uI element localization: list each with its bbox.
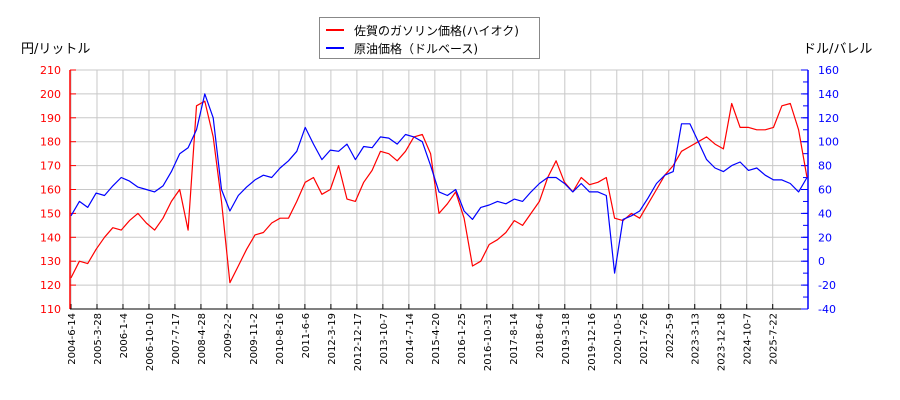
right-tick-label: 40	[818, 207, 832, 220]
x-tick-label: 2015-4-20	[431, 313, 442, 365]
x-tick-label: 2023-12-18	[717, 313, 728, 371]
left-tick-label: 190	[40, 112, 61, 125]
x-tick-label: 2005-3-28	[93, 313, 104, 365]
x-tick-label: 2016-1-25	[457, 313, 468, 365]
right-tick-label: 0	[818, 255, 825, 268]
x-tick-label: 2023-3-13	[691, 313, 702, 365]
left-tick-label: 210	[40, 64, 61, 77]
right-tick-label: 80	[818, 160, 832, 173]
x-tick-label: 2009-2-2	[223, 313, 234, 358]
x-tick-label: 2021-7-26	[639, 313, 650, 365]
x-tick-label: 2012-3-19	[327, 313, 338, 365]
right-tick-label: 100	[818, 136, 839, 149]
right-tick-label: 160	[818, 64, 839, 77]
left-tick-label: 140	[40, 231, 61, 244]
left-tick-label: 120	[40, 279, 61, 292]
left-tick-label: 160	[40, 184, 61, 197]
x-tick-label: 2019-3-18	[561, 313, 572, 365]
legend-swatch-red	[326, 29, 344, 31]
x-tick-label: 2018-6-4	[535, 313, 546, 358]
x-tick-label: 2004-6-14	[67, 313, 78, 365]
x-tick-label: 2025-7-22	[769, 313, 780, 365]
x-tick-label: 2012-12-17	[353, 313, 364, 371]
left-tick-label: 150	[40, 207, 61, 220]
x-tick-label: 2010-8-16	[275, 313, 286, 365]
legend-item-crude: 原油価格（ドルベース)	[326, 39, 478, 57]
left-tick-label: 180	[40, 136, 61, 149]
legend-label-gasoline: 佐賀のガソリン価格(ハイオク)	[354, 23, 519, 38]
x-tick-label: 2007-7-17	[171, 313, 182, 365]
x-tick-label: 2024-10-7	[743, 313, 754, 365]
left-tick-label: 110	[40, 303, 61, 316]
x-tick-label: 2011-6-6	[301, 313, 312, 358]
right-tick-label: 60	[818, 184, 832, 197]
x-tick-label: 2013-10-7	[379, 313, 390, 365]
legend-label-crude: 原油価格（ドルベース)	[354, 41, 479, 56]
left-tick-label: 170	[40, 160, 61, 173]
crude-oil-price-line	[70, 93, 808, 274]
x-tick-label: 2006-10-10	[145, 313, 156, 371]
right-tick-label: -20	[818, 279, 836, 292]
right-tick-label: 140	[818, 88, 839, 101]
x-tick-label: 2006-1-4	[119, 313, 130, 358]
left-tick-label: 130	[40, 255, 61, 268]
right-axis-title: ドル/バレル	[803, 42, 873, 57]
x-tick-label: 2014-7-14	[405, 313, 416, 365]
chart-legend: 佐賀のガソリン価格(ハイオク) 原油価格（ドルベース)	[319, 17, 540, 59]
right-tick-label: 20	[818, 231, 832, 244]
x-tick-label: 2009-11-2	[249, 313, 260, 365]
gasoline-price-line	[70, 100, 808, 284]
x-tick-label: 2019-12-16	[587, 313, 598, 371]
x-tick-label: 2020-10-5	[613, 313, 624, 365]
x-tick-label: 2008-4-28	[197, 313, 208, 365]
right-tick-label: 120	[818, 112, 839, 125]
legend-swatch-blue	[326, 47, 344, 49]
x-tick-label: 2016-10-31	[483, 313, 494, 371]
legend-item-gasoline: 佐賀のガソリン価格(ハイオク)	[326, 21, 519, 39]
right-tick-label: -40	[818, 303, 836, 316]
left-axis-title: 円/リットル	[21, 42, 91, 57]
x-tick-label: 2022-5-9	[665, 313, 676, 358]
left-tick-label: 200	[40, 88, 61, 101]
x-tick-label: 2017-8-14	[509, 313, 520, 365]
